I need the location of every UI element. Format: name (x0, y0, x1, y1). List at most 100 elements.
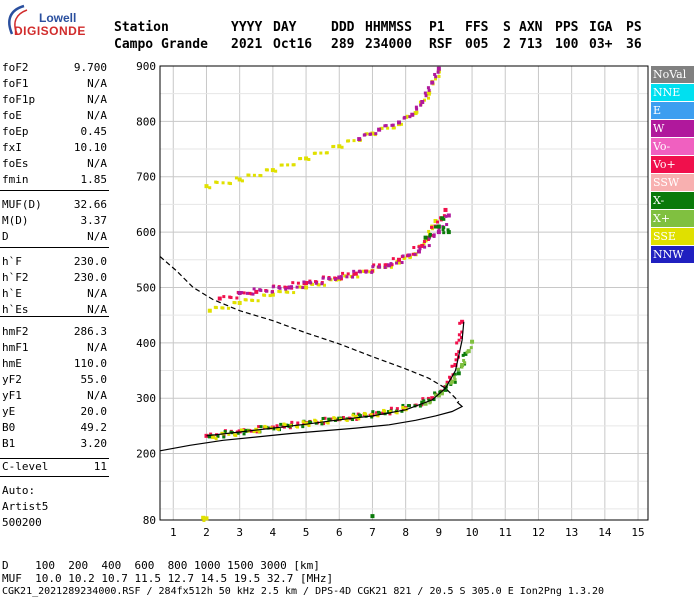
echo-point (221, 306, 225, 310)
echo-point (403, 256, 407, 260)
hdr-value-pps: 100 (555, 37, 579, 52)
echo-point (268, 294, 272, 298)
echo-point (450, 364, 454, 368)
echo-point (397, 260, 402, 265)
echo-point (426, 396, 430, 400)
echo-point (420, 99, 425, 104)
echo-point (412, 245, 416, 249)
echo-point (233, 301, 237, 305)
echo-point (284, 287, 288, 291)
echo-point (414, 105, 418, 109)
echo-point (256, 299, 260, 303)
echo-point (358, 270, 362, 274)
echo-point (301, 420, 305, 424)
echo-point (430, 396, 435, 401)
echo-point (377, 127, 382, 132)
echo-point (292, 291, 296, 295)
echo-point (209, 432, 213, 436)
x-tick-label: 11 (499, 526, 512, 539)
param-row: C-level 11 (2, 459, 107, 474)
hdr-label-station: Station (114, 20, 169, 35)
echo-point (397, 257, 402, 262)
echo-point (237, 177, 242, 182)
separator (0, 316, 109, 317)
x-tick-label: 2 (203, 526, 210, 539)
echo-point (368, 270, 372, 274)
y-tick-label: 80 (143, 514, 156, 527)
param-value: N/A (87, 389, 107, 402)
echo-point (454, 352, 458, 356)
param-value: 11 (93, 460, 107, 473)
echo-point (434, 393, 438, 397)
x-tick-label: 5 (303, 526, 310, 539)
echo-point (443, 387, 448, 392)
echo-point (356, 275, 360, 279)
auto-code: 500200 (2, 516, 42, 529)
echo-point (371, 410, 375, 414)
echo-point (242, 291, 246, 295)
echo-point (325, 151, 329, 155)
echo-point (299, 157, 303, 161)
echo-point (222, 435, 226, 439)
param-value: N/A (87, 303, 107, 316)
echo-point (345, 275, 349, 279)
echo-point (433, 391, 437, 395)
echo-point (401, 254, 405, 258)
echo-point (391, 257, 395, 261)
echo-point (400, 261, 404, 265)
param-value: N/A (87, 287, 107, 300)
echo-point (445, 380, 449, 384)
param-key: foF2 (2, 61, 29, 74)
echo-point (423, 235, 428, 240)
echo-point (204, 184, 209, 189)
echo-point (302, 282, 306, 286)
echo-point (430, 233, 434, 237)
legend-item: SSE (651, 228, 694, 245)
legend-item: X+ (651, 210, 694, 227)
echo-point (370, 270, 374, 274)
echo-point (424, 94, 428, 98)
echo-point (339, 277, 343, 281)
echo-point (460, 362, 465, 367)
echo-point (295, 285, 299, 289)
echo-point (454, 358, 458, 362)
echo-point (296, 425, 300, 429)
hdr-label-ddd: DDD (331, 20, 355, 35)
echo-point (223, 430, 227, 434)
echo-point (453, 362, 458, 367)
echo-point (317, 283, 321, 287)
echo-point (436, 393, 441, 398)
x-tick-label: 8 (402, 526, 409, 539)
echo-point (395, 261, 399, 265)
auto-artist: Artist5 (2, 500, 49, 513)
legend-item: X- (651, 192, 694, 209)
echo-point (217, 296, 222, 301)
echo-point (202, 518, 206, 522)
param-key: yE (2, 405, 16, 418)
param-row: h`F 230.0 (2, 254, 107, 269)
echo-point (287, 285, 292, 290)
echo-point (428, 90, 432, 94)
param-value: 230.0 (73, 271, 107, 284)
echo-point (419, 103, 423, 107)
param-row: fxI 10.10 (2, 140, 107, 155)
echo-point (208, 186, 212, 190)
echo-point (440, 390, 444, 394)
legend-item: SSW (651, 174, 694, 191)
y-tick-label: 700 (136, 171, 156, 184)
echo-point (372, 263, 376, 267)
echo-point (422, 242, 426, 246)
echo-point (455, 341, 459, 345)
echo-point (357, 417, 361, 421)
echo-point (427, 229, 431, 233)
echo-point (437, 227, 441, 231)
echo-point (434, 225, 438, 229)
legend-item: Vo- (651, 138, 694, 155)
echo-point (432, 234, 436, 238)
echo-point (436, 220, 440, 224)
hdr-value-s: 2 (503, 37, 511, 52)
echo-point (304, 285, 309, 290)
param-row: h`Es N/A (2, 302, 107, 317)
echo-point (470, 339, 475, 344)
hdr-label-axn: AXN (519, 20, 543, 35)
